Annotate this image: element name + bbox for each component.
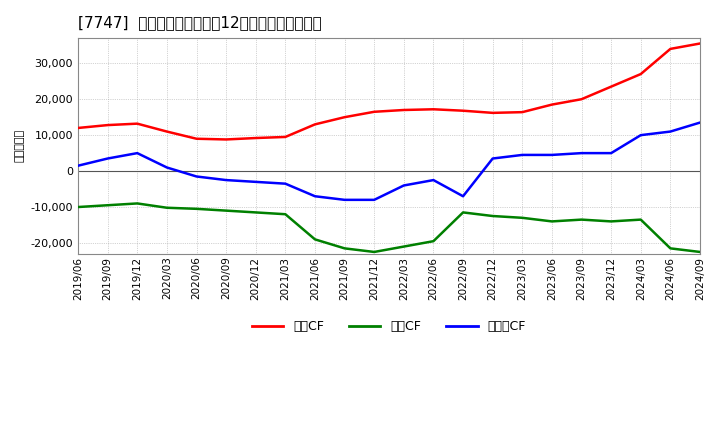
フリーCF [104,156,112,161]
投賃CF [104,202,112,208]
投賃CF [488,213,497,219]
営業CF [607,84,616,89]
営業CF [548,102,557,107]
営業CF [636,71,645,77]
営業CF [133,121,142,126]
フリーCF [607,150,616,156]
フリーCF [310,194,319,199]
営業CF [341,114,349,120]
投賃CF [607,219,616,224]
営業CF [73,125,82,131]
フリーCF [222,177,230,183]
Y-axis label: （百万円）: （百万円） [15,129,25,162]
投賃CF [400,244,408,249]
営業CF [370,109,379,114]
フリーCF [341,197,349,202]
営業CF [281,134,289,139]
営業CF [488,110,497,116]
営業CF [104,122,112,128]
フリーCF [370,197,379,202]
投賃CF [577,217,586,222]
フリーCF [518,152,526,158]
営業CF [222,137,230,142]
投賃CF [133,201,142,206]
営業CF [251,136,260,141]
Line: 投賃CF: 投賃CF [78,203,700,252]
投賃CF [666,246,675,251]
フリーCF [636,132,645,138]
営業CF [518,110,526,115]
営業CF [429,106,438,112]
フリーCF [488,156,497,161]
投賃CF [636,217,645,222]
フリーCF [548,152,557,158]
フリーCF [400,183,408,188]
フリーCF [281,181,289,186]
営業CF [192,136,201,141]
投賃CF [370,249,379,255]
フリーCF [666,129,675,134]
Text: [7747]  キャッシュフローの12か月移動合計の推移: [7747] キャッシュフローの12か月移動合計の推移 [78,15,322,30]
フリーCF [163,165,171,170]
投賃CF [222,208,230,213]
投賃CF [459,210,467,215]
フリーCF [251,179,260,184]
投賃CF [310,237,319,242]
フリーCF [192,174,201,179]
投賃CF [696,249,704,255]
営業CF [459,108,467,114]
投賃CF [429,238,438,244]
営業CF [666,46,675,51]
投賃CF [518,215,526,220]
フリーCF [459,194,467,199]
営業CF [400,107,408,113]
フリーCF [696,120,704,125]
投賃CF [281,212,289,217]
投賃CF [163,205,171,210]
Legend: 営業CF, 投賃CF, フリーCF: 営業CF, 投賃CF, フリーCF [247,315,531,338]
投賃CF [548,219,557,224]
営業CF [577,96,586,102]
フリーCF [429,177,438,183]
投賃CF [341,246,349,251]
投賃CF [192,206,201,212]
営業CF [163,129,171,134]
営業CF [310,122,319,127]
投賃CF [251,210,260,215]
投賃CF [73,205,82,210]
フリーCF [73,163,82,169]
フリーCF [133,150,142,156]
営業CF [696,41,704,46]
Line: フリーCF: フリーCF [78,123,700,200]
Line: 営業CF: 営業CF [78,44,700,139]
フリーCF [577,150,586,156]
